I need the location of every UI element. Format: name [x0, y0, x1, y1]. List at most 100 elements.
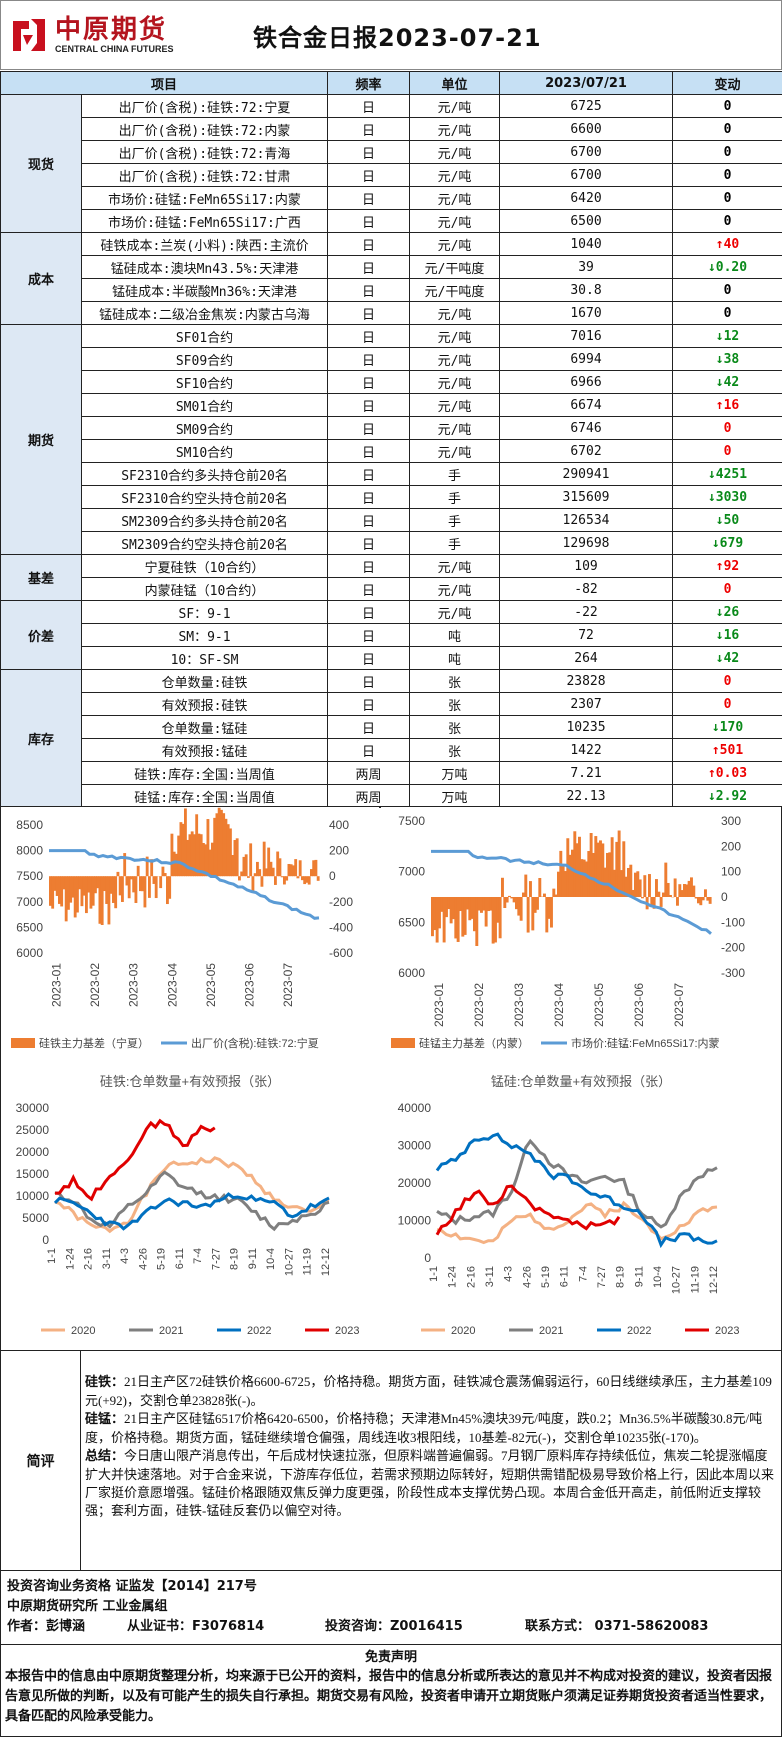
value-cell: 1670	[499, 301, 674, 325]
basis-bar	[685, 884, 689, 897]
basis-bar	[58, 876, 61, 904]
table-row: SM10合约日元/吨 6702 0	[1, 439, 782, 463]
category-cell: 成本	[0, 232, 82, 325]
basis-bar	[615, 841, 619, 897]
basis-bar	[613, 869, 616, 897]
basis-bar	[265, 868, 268, 877]
basis-bar	[708, 897, 712, 904]
unit-cell: 元/干吨度	[409, 255, 501, 279]
y-right-tick-label: -100	[721, 915, 745, 929]
category-cell: 价差	[0, 600, 82, 670]
basis-bar	[226, 824, 230, 877]
item-cell: 出厂价(含税):硅铁:72:甘肃	[80, 163, 329, 187]
x-tick-label: 5-19	[540, 1266, 552, 1288]
basis-bar	[592, 852, 595, 897]
basis-bar	[496, 897, 500, 923]
basis-bar	[240, 871, 244, 877]
value-cell: 6966	[499, 370, 674, 394]
legend-label: 2021	[159, 1325, 183, 1337]
basis-bar	[622, 841, 626, 897]
basis-bar	[170, 833, 174, 877]
item-cell: SF2310合约空头持仓前20名	[80, 485, 329, 509]
basis-bar	[503, 897, 507, 909]
change-cell: 0	[672, 669, 782, 693]
basis-bar	[554, 894, 558, 897]
basis-bar	[697, 897, 700, 904]
unit-cell: 手	[409, 462, 501, 486]
y-tick-label: 40000	[398, 1101, 432, 1115]
series-line-2021	[54, 1170, 330, 1232]
change-cell: 0	[672, 140, 782, 164]
change-cell: ↓0.20	[672, 255, 782, 279]
basis-bar	[676, 897, 679, 906]
table-row: 库存 仓单数量:硅铁日张 23828 0	[0, 669, 782, 808]
basis-bar	[519, 897, 523, 921]
table-row: SF2310合约多头持仓前20名日手 290941 ↓4251	[1, 462, 782, 486]
change-cell: ↓38	[672, 347, 782, 371]
item-cell: 内蒙硅锰（10合约）	[80, 577, 329, 601]
basis-bar	[470, 897, 474, 919]
legend-label: 2020	[451, 1325, 475, 1337]
value-cell: 6700	[499, 163, 674, 187]
basis-bar	[687, 880, 691, 897]
value-cell: 126534	[499, 508, 674, 532]
table-row: 市场价:硅锰:FeMn65Si17:广西日元/吨 6500 0	[1, 209, 782, 233]
table-row: 现货 出厂价(含税):硅铁:72:宁夏日元/吨 6725 0	[0, 94, 782, 233]
value-cell: 6700	[499, 140, 674, 164]
value-cell: 2307	[499, 692, 674, 716]
item-cell: 出厂价(含税):硅铁:72:内蒙	[80, 117, 329, 141]
basis-bar	[314, 859, 318, 877]
y-left-tick-label: 6000	[398, 966, 425, 980]
y-left-tick-label: 7000	[16, 895, 43, 909]
basis-bar	[699, 897, 703, 906]
x-tick-label: 7-27	[596, 1266, 608, 1288]
change-cell: ↑16	[672, 393, 782, 417]
basis-bar	[125, 876, 129, 886]
basis-bar	[666, 882, 670, 897]
table-row: 出厂价(含税):硅铁:72:青海日元/吨 6700 0	[1, 140, 782, 164]
value-cell: 10235	[499, 715, 674, 739]
frequency-cell: 日	[327, 278, 411, 302]
x-tick-label: 11-19	[689, 1266, 701, 1293]
y-right-tick-label: 400	[329, 818, 349, 832]
author-info: 投资咨询业务资格 证监发【2014】217号 中原期货研究所 工业金属组 作者：…	[0, 1571, 782, 1645]
basis-bar	[276, 851, 280, 877]
basis-bar	[98, 876, 102, 924]
basis-bar	[208, 849, 212, 877]
frequency-cell: 日	[327, 416, 411, 440]
basis-bar	[650, 897, 654, 906]
basis-bar	[475, 897, 479, 946]
unit-cell: 吨	[409, 623, 501, 647]
y-right-tick-label: -200	[329, 895, 353, 909]
item-cell: SM：9-1	[80, 623, 329, 647]
frequency-cell: 日	[327, 117, 411, 141]
basis-bar	[669, 894, 672, 897]
table-row: 内蒙硅锰（10合约）日元/吨 -82 0	[1, 577, 782, 601]
basis-bar	[510, 897, 514, 899]
basis-bar	[529, 881, 532, 897]
table-row: 有效预报:硅铁日张 2307 0	[1, 692, 782, 716]
unit-cell: 元/吨	[409, 94, 501, 118]
change-cell: 0	[672, 186, 782, 210]
value-cell: 23828	[499, 669, 674, 693]
table-row: 期货 SF01合约日元/吨 7016 ↓12	[0, 324, 782, 555]
x-tick-label: 2023-01	[432, 983, 446, 1027]
x-tick-label: 7-27	[210, 1248, 222, 1270]
basis-bar	[480, 897, 483, 913]
basis-bar	[118, 876, 122, 896]
legend-label: 2023	[335, 1325, 359, 1337]
basis-bar	[116, 871, 120, 877]
basis-bar	[247, 876, 250, 878]
unit-cell: 元/吨	[409, 439, 501, 463]
basis-bar	[657, 891, 661, 897]
frequency-cell: 日	[327, 186, 411, 210]
basis-bar	[636, 871, 640, 897]
basis-bar	[296, 876, 300, 879]
basis-bar	[222, 813, 226, 877]
basis-bar	[141, 876, 145, 892]
sm-warehouse-receipt-chart: 锰硅:仓单数量+有效预报（张） 40000 30000 20000 10000 01-1 1…	[381, 1062, 781, 1350]
value-cell: 30.8	[499, 278, 674, 302]
value-cell: 6994	[499, 347, 674, 371]
table-row: 价差 SF：9-1 日元/吨 -22 ↓26	[0, 600, 782, 670]
series-line-2023	[54, 1118, 216, 1202]
